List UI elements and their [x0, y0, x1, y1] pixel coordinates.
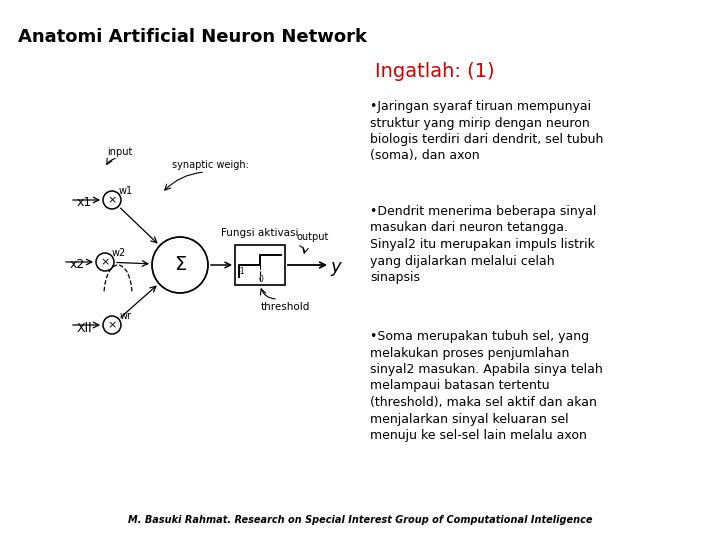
Text: output: output [297, 232, 329, 242]
Text: -1: -1 [238, 267, 245, 276]
Text: y: y [330, 258, 341, 276]
Bar [235, 245, 285, 285]
Text: ×: × [107, 320, 117, 330]
Text: •Dendrit menerima beberapa sinyal
masukan dari neuron tetangga.
Sinyal2 itu meru: •Dendrit menerima beberapa sinyal masuka… [370, 205, 596, 284]
Text: 0: 0 [258, 274, 264, 284]
Text: Ingatlah: (1): Ingatlah: (1) [375, 62, 495, 81]
Text: input: input [107, 147, 132, 157]
Text: x2: x2 [69, 259, 85, 272]
Text: wr: wr [120, 311, 132, 321]
Text: Fungsi aktivasi: Fungsi aktivasi [221, 228, 299, 238]
Text: ×: × [100, 257, 109, 267]
Text: Anatomi Artificial Neuron Network: Anatomi Artificial Neuron Network [18, 28, 367, 46]
Text: w1: w1 [119, 186, 133, 196]
Circle shape [103, 191, 121, 209]
Text: ×: × [107, 195, 117, 205]
Text: x1: x1 [76, 197, 91, 210]
Circle shape [96, 253, 114, 271]
Circle shape [103, 316, 121, 334]
Text: •Jaringan syaraf tiruan mempunyai
struktur yang mirip dengan neuron
biologis ter: •Jaringan syaraf tiruan mempunyai strukt… [370, 100, 603, 163]
Text: synaptic weigh:: synaptic weigh: [171, 160, 248, 170]
Text: Xll: Xll [76, 321, 92, 334]
Text: •Soma merupakan tubuh sel, yang
melakukan proses penjumlahan
sinyal2 masukan. Ap: •Soma merupakan tubuh sel, yang melakuka… [370, 330, 603, 442]
Text: $\Sigma$: $\Sigma$ [174, 255, 186, 274]
Text: threshold: threshold [261, 302, 310, 312]
Circle shape [152, 237, 208, 293]
Text: M. Basuki Rahmat. Research on Special Interest Group of Computational Inteligenc: M. Basuki Rahmat. Research on Special In… [127, 515, 593, 525]
Text: w2: w2 [112, 248, 126, 258]
